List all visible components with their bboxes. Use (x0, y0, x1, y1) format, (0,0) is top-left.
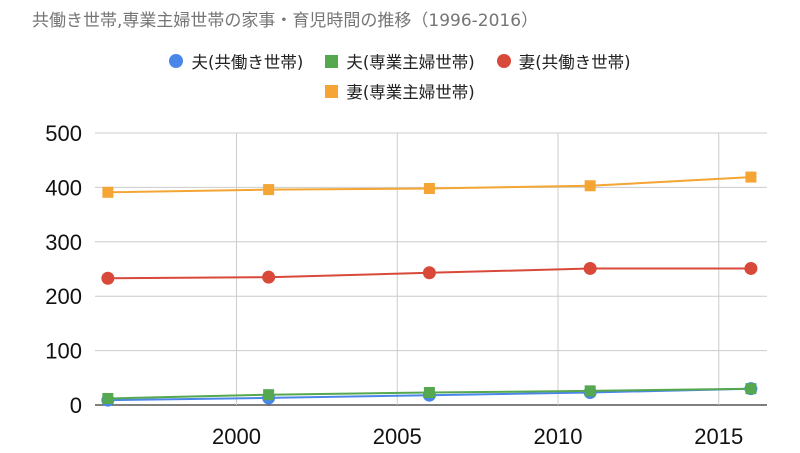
series-2-point-1 (262, 270, 276, 284)
legend-item-2[interactable]: 妻(共働き世帯) (496, 49, 631, 73)
x-tick-label-3: 2015 (694, 424, 743, 449)
legend-marker-3 (325, 84, 339, 98)
series-2-point-3 (583, 261, 597, 275)
x-tick-label-2: 2010 (534, 424, 583, 449)
series-3-point-2 (423, 182, 435, 194)
legend-marker-0 (169, 54, 184, 68)
legend-item-1[interactable]: 夫(専業主婦世帯) (325, 49, 475, 73)
y-tick-label-2: 200 (45, 284, 82, 309)
legend-label-2: 妻(共働き世帯) (518, 53, 631, 72)
y-tick-label-4: 400 (45, 175, 82, 200)
series-1-point-4 (745, 383, 757, 395)
series-1-point-2 (423, 386, 435, 398)
legend-item-0[interactable]: 夫(共働き世帯) (169, 49, 303, 73)
legend-item-3[interactable]: 妻(専業主婦世帯) (325, 79, 475, 103)
series-3-point-3 (584, 180, 596, 192)
legend-label-1: 夫(専業主婦世帯) (346, 53, 475, 72)
series-1-point-3 (584, 385, 596, 397)
series-2-point-2 (422, 266, 436, 280)
legend-row-2: 妻(専業主婦世帯) (0, 76, 800, 106)
series-3-point-1 (263, 184, 275, 196)
series-1-point-0 (102, 392, 114, 404)
y-tick-label-1: 100 (45, 339, 82, 364)
series-3-point-4 (745, 171, 757, 183)
legend-label-3: 妻(専業主婦世帯) (346, 83, 475, 102)
x-tick-label-0: 2000 (212, 424, 261, 449)
chart-title: 共働き世帯,専業主婦世帯の家事・育児時間の推移（1996-2016） (32, 11, 539, 31)
legend-row-1: 夫(共働き世帯) 夫(専業主婦世帯) 妻(共働き世帯) (0, 46, 800, 76)
y-tick-label-5: 500 (45, 121, 82, 146)
legend-label-0: 夫(共働き世帯) (191, 53, 304, 72)
series-2-point-0 (101, 271, 115, 285)
legend-marker-2 (496, 54, 511, 68)
y-tick-label-3: 300 (45, 230, 82, 255)
legend-marker-1 (325, 54, 339, 68)
series-3-point-0 (102, 186, 114, 198)
y-tick-label-0: 0 (70, 393, 82, 418)
legend: 夫(共働き世帯) 夫(専業主婦世帯) 妻(共働き世帯) 妻(専業主婦世帯) (0, 46, 800, 106)
series-1-point-1 (263, 389, 275, 401)
x-tick-label-1: 2005 (373, 424, 422, 449)
series-2-point-4 (744, 261, 758, 275)
